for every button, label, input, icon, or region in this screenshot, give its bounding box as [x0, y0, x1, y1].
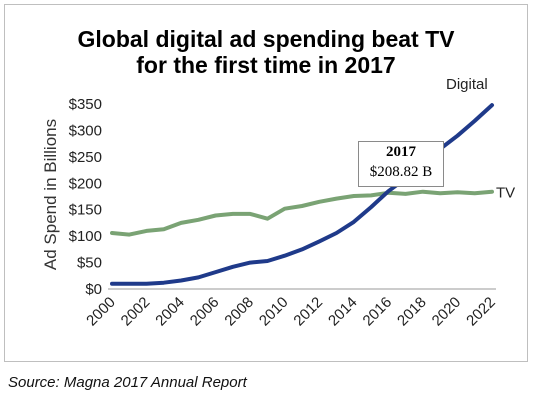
chart-title: Global digital ad spending beat TV — [4, 26, 528, 52]
labels-layer: Digital TV — [446, 76, 515, 202]
y-tick-label: $0 — [85, 281, 102, 298]
x-tick-label: 2016 — [360, 294, 396, 330]
x-tick-label: 2022 — [463, 294, 499, 330]
annotation-year: 2017 — [386, 144, 416, 160]
series-label-tv: TV — [496, 185, 515, 202]
x-tick-label: 2010 — [256, 294, 292, 330]
y-tick-label: $350 — [69, 96, 102, 113]
series-layer — [110, 103, 494, 286]
x-tick-label: 2008 — [221, 294, 257, 330]
series-label-digital: Digital — [446, 76, 488, 93]
chart-title-line-1: Global digital ad spending beat TV — [77, 26, 455, 52]
chart-frame — [4, 4, 528, 362]
x-tick-label: 2002 — [118, 294, 154, 330]
x-tick-label: 2006 — [187, 294, 223, 330]
chart-subtitle: for the first time in 2017 — [4, 52, 528, 78]
x-tick-label: 2000 — [83, 294, 119, 330]
y-tick-label: $250 — [69, 149, 102, 166]
x-tick-label: 2012 — [290, 294, 326, 330]
x-tick-label: 2018 — [394, 294, 430, 330]
y-tick-label: $150 — [69, 202, 102, 219]
y-tick-label: $300 — [69, 122, 102, 139]
x-tick-label: 2014 — [325, 294, 361, 330]
axes: $0$50$100$150$200$250$300$35020002002200… — [41, 96, 499, 329]
y-axis-label: Ad Spend in Billions — [41, 119, 60, 270]
y-tick-label: $50 — [77, 255, 102, 272]
annotation-callout: 2017 $208.82 B — [358, 141, 444, 187]
annotation-value: $208.82 B — [369, 164, 433, 180]
y-tick-label: $100 — [69, 228, 102, 245]
x-tick-label: 2020 — [429, 294, 465, 330]
x-tick-label: 2004 — [152, 294, 188, 330]
source-note: Source: Magna 2017 Annual Report — [8, 374, 247, 391]
series-line-tv — [110, 189, 494, 237]
y-tick-label: $200 — [69, 175, 102, 192]
chart-title-line-2: for the first time in 2017 — [136, 52, 396, 78]
